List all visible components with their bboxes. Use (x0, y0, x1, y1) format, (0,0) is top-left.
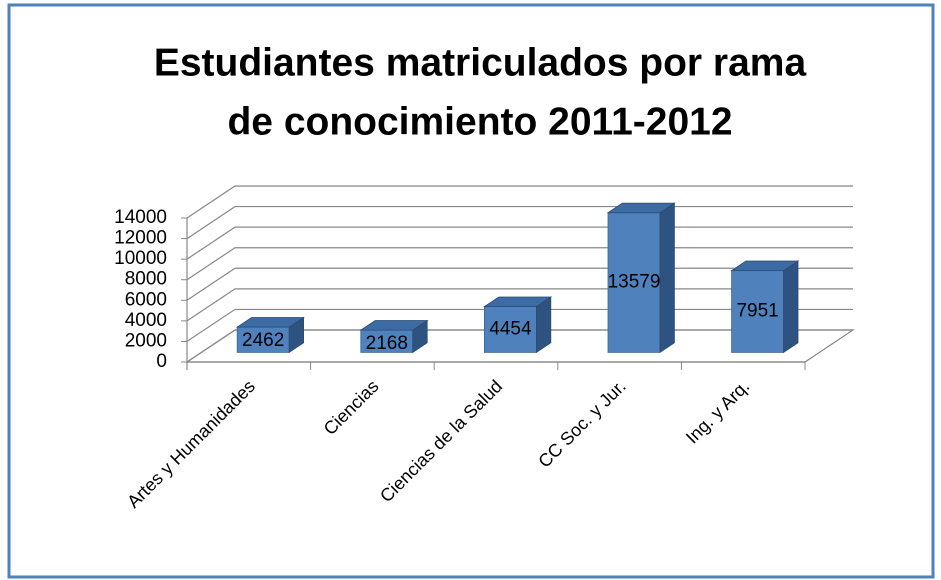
y-tick-label: 14000 (114, 207, 167, 228)
bar-side (659, 202, 675, 354)
data-label: 4454 (489, 319, 532, 340)
bar-top (359, 320, 429, 331)
y-tick-label: 10000 (114, 248, 167, 269)
data-label: 13579 (608, 272, 661, 293)
y-tick-label: 6000 (125, 289, 167, 310)
bar-top (235, 317, 305, 328)
bar-top (483, 296, 553, 307)
bar-top (730, 260, 800, 272)
chart-title: Estudiantes matriculados por rama (154, 41, 807, 84)
bar-top (606, 202, 676, 214)
bar-front (607, 212, 661, 353)
bar-side (783, 260, 799, 354)
y-tick-label: 8000 (125, 269, 167, 290)
bar-front (731, 270, 784, 353)
data-label: 2462 (242, 330, 284, 351)
y-tick-label: 2000 (125, 330, 167, 351)
bar-front (236, 326, 290, 353)
chart-title: de conocimiento 2011-2012 (227, 100, 732, 143)
data-label: 7951 (736, 301, 778, 322)
grid-line (186, 185, 853, 219)
y-tick-label: 0 (156, 351, 167, 372)
y-tick-label: 12000 (114, 228, 167, 249)
y-tick-label: 4000 (125, 310, 167, 331)
data-label: 2168 (366, 333, 408, 354)
